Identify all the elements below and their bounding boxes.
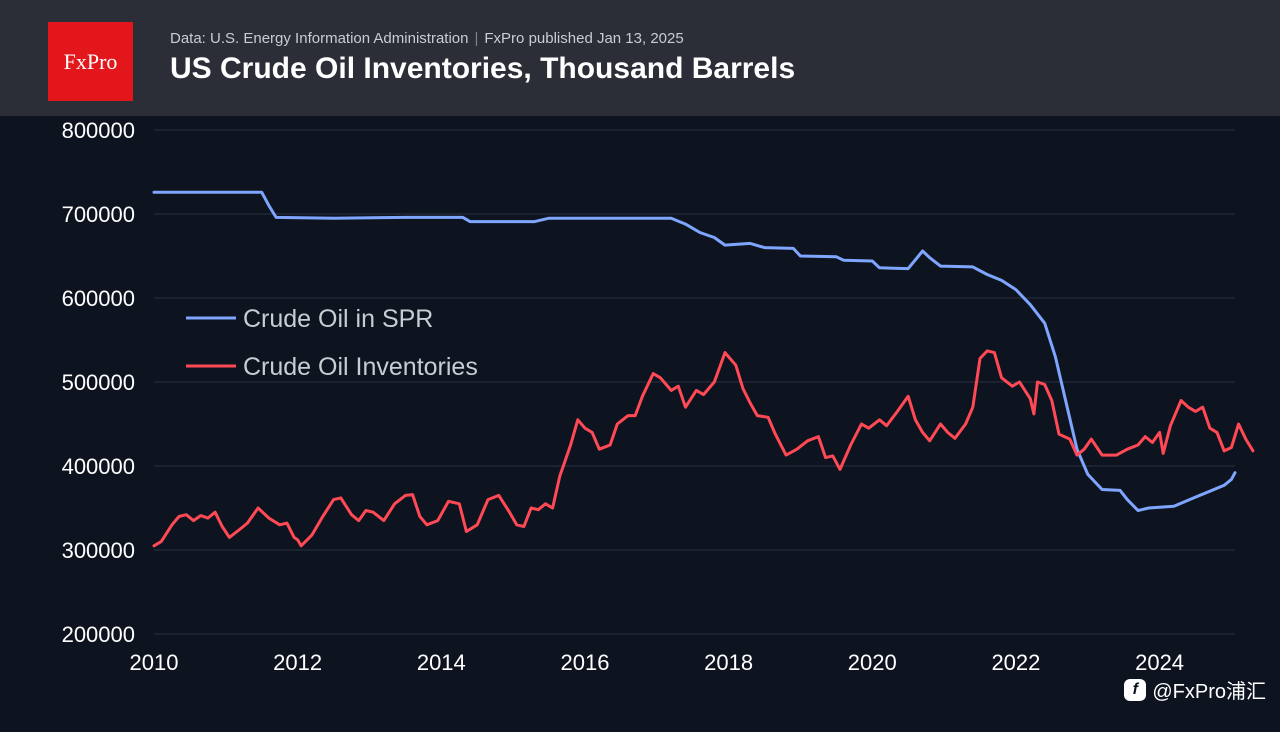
- series-line: [152, 190, 1237, 512]
- x-tick-label: 2020: [848, 650, 897, 675]
- source-line: Data: U.S. Energy Information Administra…: [170, 30, 684, 47]
- published-date: FxPro published Jan 13, 2025: [484, 30, 684, 47]
- chart-title: US Crude Oil Inventories, Thousand Barre…: [170, 52, 796, 85]
- series-line: [152, 349, 1255, 548]
- y-tick-label: 400000: [62, 454, 135, 479]
- facebook-style-f-icon: f: [1124, 678, 1147, 701]
- y-tick-label: 600000: [62, 286, 135, 311]
- y-tick-label: 500000: [62, 370, 135, 395]
- x-tick-label: 2014: [417, 650, 466, 675]
- watermark-text: @FxPro浦汇: [1152, 681, 1266, 703]
- y-tick-label: 800000: [62, 118, 135, 143]
- x-tick-label: 2022: [991, 650, 1040, 675]
- fxpro-logo: FxPro: [48, 22, 133, 101]
- data-source: Data: U.S. Energy Information Administra…: [170, 30, 469, 47]
- y-tick-label: 300000: [62, 538, 135, 563]
- x-tick-label: 2016: [560, 650, 609, 675]
- y-tick-label: 200000: [62, 622, 135, 647]
- header-bar: FxPro Data: U.S. Energy Information Admi…: [0, 0, 1280, 116]
- legend-label: Crude Oil Inventories: [243, 353, 478, 381]
- x-tick-label: 2024: [1135, 650, 1184, 675]
- watermark: f @FxPro浦汇: [1124, 675, 1266, 704]
- legend-label: Crude Oil in SPR: [243, 305, 433, 333]
- separator: |: [474, 30, 479, 47]
- x-tick-label: 2012: [273, 650, 322, 675]
- y-tick-label: 700000: [62, 202, 135, 227]
- x-tick-label: 2018: [704, 650, 753, 675]
- x-tick-label: 2010: [130, 650, 179, 675]
